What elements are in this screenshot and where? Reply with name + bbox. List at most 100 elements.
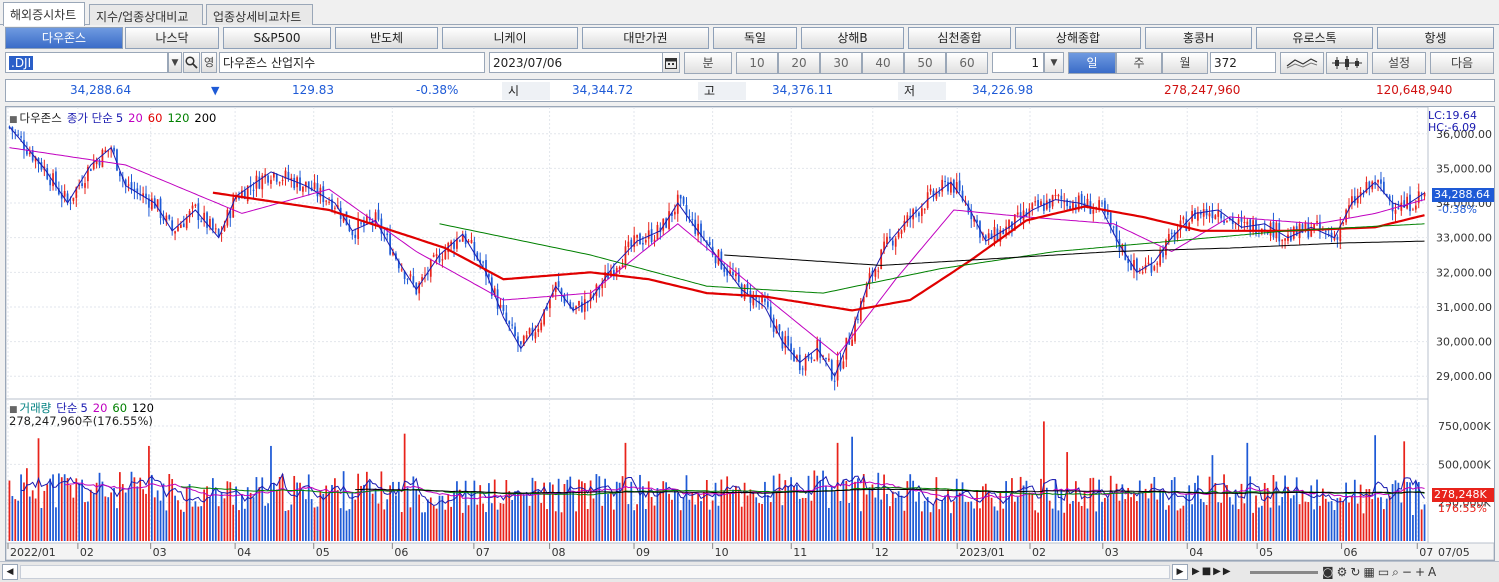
market-button-dow[interactable]: 다우존스 <box>5 27 123 49</box>
market-button-semiconductor[interactable]: 반도체 <box>335 27 438 49</box>
count-input[interactable]: 372 <box>1210 52 1276 73</box>
week-period-button[interactable]: 주 <box>1116 52 1162 74</box>
volume-bar <box>409 507 412 541</box>
tab-index-compare[interactable]: 지수/업종상대비교 <box>89 4 203 25</box>
volume-bar <box>435 508 438 541</box>
chart-type-button[interactable] <box>1280 52 1324 74</box>
candle-body <box>894 238 897 247</box>
scroll-track[interactable] <box>20 565 1170 579</box>
price-y-tick: 33,000.00 <box>1436 232 1492 245</box>
candle-body <box>377 209 380 220</box>
tab-overseas-chart[interactable]: 해외증시차트 <box>3 2 85 26</box>
candle-body <box>984 235 987 239</box>
chart-tool-icons[interactable]: ◙⚙↻▦▭⌕−+A <box>1322 564 1496 580</box>
next-button[interactable]: 다음 <box>1430 52 1494 74</box>
ma20-line <box>9 147 1425 357</box>
candle-body <box>1063 201 1066 203</box>
volume-bar <box>900 495 903 541</box>
candle-body <box>200 220 203 222</box>
volume-bar <box>598 476 601 541</box>
volume-bar <box>1197 475 1199 541</box>
volume-bar <box>1385 498 1388 541</box>
symbol-search-button[interactable] <box>183 52 200 73</box>
volume-bar <box>909 474 912 541</box>
scroll-right-button[interactable]: ▶ <box>1172 564 1188 580</box>
quote-bar: 34,288.64 ▼ 129.83 -0.38% 시 34,344.72 고 … <box>5 79 1495 102</box>
candle-body <box>639 233 641 245</box>
candle-body <box>1008 219 1010 229</box>
scroll-left-button[interactable]: ◀ <box>2 564 18 580</box>
candle-body <box>1037 199 1039 207</box>
candle-body <box>72 197 75 202</box>
month-period-button[interactable]: 월 <box>1162 52 1208 74</box>
unit-input[interactable]: 1 <box>992 52 1044 73</box>
candle-body <box>1391 203 1394 212</box>
unit-dropdown-button[interactable]: ▼ <box>1044 52 1064 73</box>
x-axis-tick: 04 <box>237 546 251 559</box>
market-button-nasdaq[interactable]: 나스닥 <box>125 27 219 49</box>
minute-option-40[interactable]: 40 <box>862 52 904 74</box>
volume-bar <box>714 482 717 541</box>
candle-body <box>328 201 330 203</box>
minute-option-10[interactable]: 10 <box>736 52 778 74</box>
settings-button[interactable]: 설정 <box>1372 52 1426 74</box>
candle-body <box>1380 179 1382 184</box>
candle-body <box>511 324 514 326</box>
market-button-shanghai-b[interactable]: 상해B <box>801 27 904 49</box>
market-button-germany[interactable]: 독일 <box>713 27 797 49</box>
candle-body <box>845 337 848 360</box>
minute-option-20[interactable]: 20 <box>778 52 820 74</box>
price-volume-chart[interactable]: 36,000.0035,000.0034,000.0033,000.0032,0… <box>6 107 1494 560</box>
minute-option-30[interactable]: 30 <box>820 52 862 74</box>
candle-body <box>148 198 150 208</box>
candle-body <box>357 220 360 239</box>
market-button-sp500[interactable]: S&P500 <box>223 27 331 49</box>
market-button-hangseng[interactable]: 항셍 <box>1377 27 1494 49</box>
symbol-code-input[interactable]: .DJI <box>5 52 168 73</box>
volume-bar <box>1304 501 1307 541</box>
minute-option-50[interactable]: 50 <box>904 52 946 74</box>
volume-bar <box>438 495 441 541</box>
volume-bar <box>891 491 894 541</box>
volume-bar <box>78 483 81 541</box>
market-button-nikkei[interactable]: 니케이 <box>442 27 578 49</box>
minute-period-button[interactable]: 분 <box>684 52 732 74</box>
day-period-button[interactable]: 일 <box>1068 52 1116 74</box>
candle-body <box>392 252 394 255</box>
zoom-slider[interactable] <box>1250 571 1318 574</box>
chart-panel[interactable]: 36,000.00 35,000.00 34,000.00 33,000.00 32,0… <box>5 106 1495 561</box>
candle-body <box>217 228 220 236</box>
english-toggle-icon: 영 <box>203 56 215 69</box>
playback-controls[interactable]: ▶■▶▶ <box>1192 564 1246 580</box>
volume-bar <box>1037 512 1039 541</box>
market-button-taiwan[interactable]: 대만가권 <box>582 27 709 49</box>
market-button-eurostoxx[interactable]: 유로스톡 <box>1256 27 1373 49</box>
volume-bar <box>1249 476 1252 541</box>
candle-indicator-icon <box>1332 56 1362 70</box>
calendar-button[interactable] <box>662 52 680 73</box>
volume-bar <box>229 482 232 541</box>
candle-body <box>673 211 676 215</box>
market-button-hongkong-h[interactable]: 홍콩H <box>1145 27 1252 49</box>
market-button-shenzhen[interactable]: 심천종합 <box>908 27 1011 49</box>
market-button-shanghai-composite[interactable]: 상해종합 <box>1015 27 1141 49</box>
volume-bar <box>1272 475 1275 541</box>
indicator-button[interactable] <box>1326 52 1368 74</box>
english-toggle-button[interactable]: 영 <box>201 52 217 73</box>
volume-bar <box>915 501 917 541</box>
candle-body <box>133 188 136 191</box>
date-input[interactable]: 2023/07/06 <box>489 52 663 73</box>
volume-bar <box>581 481 583 541</box>
candle-body <box>307 181 310 189</box>
volume-bar <box>200 506 203 541</box>
volume-bar <box>34 498 37 541</box>
volume-bar <box>235 486 237 541</box>
volume-bar <box>130 471 133 541</box>
tab-sector-compare[interactable]: 업종상세비교차트 <box>206 4 313 25</box>
minute-option-60[interactable]: 60 <box>946 52 988 74</box>
volume-bar <box>243 508 246 541</box>
candle-body <box>813 359 816 361</box>
symbol-dropdown-button[interactable]: ▼ <box>168 52 182 73</box>
ma120-line <box>439 223 1425 294</box>
candle-body <box>177 226 179 231</box>
